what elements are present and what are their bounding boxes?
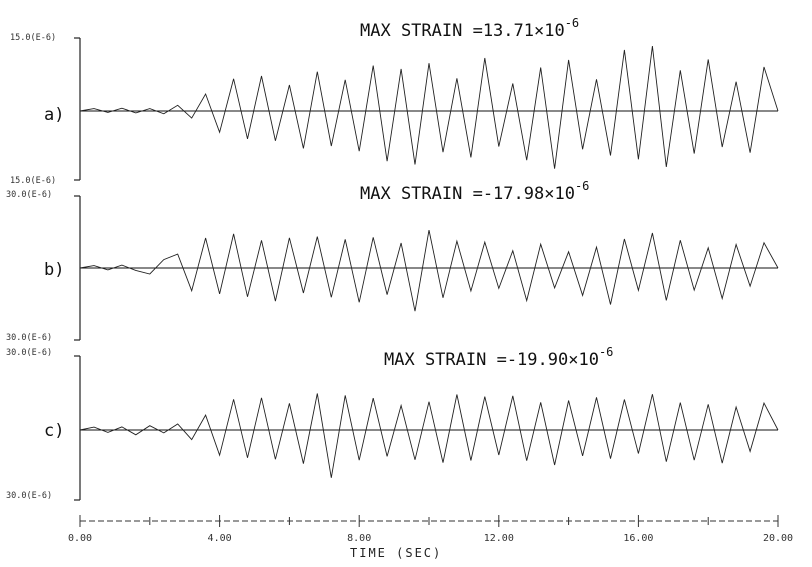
panel-b-max-strain-prefix: MAX STRAIN =-17.98×10 (360, 184, 575, 204)
x-tick-label: 0.00 (68, 533, 92, 544)
panel-b-max-strain-exponent: -6 (575, 179, 589, 193)
panel-a-max-strain: MAX STRAIN =13.71×10-6 (360, 16, 579, 41)
panel-b-strain-trace (79, 230, 779, 312)
panel-c-max-strain-exponent: -6 (599, 345, 613, 359)
panel-c-max-strain-prefix: MAX STRAIN =-19.90×10 (384, 350, 599, 370)
panel-b-ytop-label: 30.0(E-6) (6, 190, 52, 200)
x-tick-label: 4.00 (208, 533, 232, 544)
panel-b-ybottom-label: 30.0(E-6) (6, 333, 52, 343)
panel-c-label: c) (44, 421, 64, 441)
x-tick-label: 16.00 (623, 533, 653, 544)
panel-c-ybottom-label: 30.0(E-6) (6, 491, 52, 501)
x-tick-label: 8.00 (347, 533, 371, 544)
panel-a-max-strain-exponent: -6 (565, 16, 579, 30)
panel-c-max-strain: MAX STRAIN =-19.90×10-6 (384, 345, 613, 370)
x-axis-label: TIME (SEC) (350, 546, 442, 560)
panel-a-ybottom-label: 15.0(E-6) (10, 176, 56, 186)
panel-b: 30.0(E-6) 30.0(E-6) b) MAX STRAIN =-17.9… (6, 179, 779, 343)
panel-a-ytop-label: 15.0(E-6) (10, 33, 56, 43)
panel-a-max-strain-prefix: MAX STRAIN =13.71×10 (360, 21, 565, 41)
panel-b-label: b) (44, 260, 64, 280)
panel-c-ytop-label: 30.0(E-6) (6, 348, 52, 358)
panel-b-max-strain: MAX STRAIN =-17.98×10-6 (360, 179, 589, 204)
panel-a-strain-trace (79, 46, 779, 169)
x-axis: TIME (SEC) 0.00 4.00 8.00 12.00 16.00 20.00 (68, 515, 793, 560)
panel-c-strain-trace (79, 393, 779, 478)
panel-a: 15.0(E-6) 15.0(E-6) a) MAX STRAIN =13.71… (10, 16, 779, 186)
panel-c: 30.0(E-6) 30.0(E-6) c) MAX STRAIN =-19.9… (6, 345, 779, 501)
panel-a-label: a) (44, 105, 64, 125)
x-tick-label: 12.00 (484, 533, 514, 544)
x-tick-label: 20.00 (763, 533, 793, 544)
